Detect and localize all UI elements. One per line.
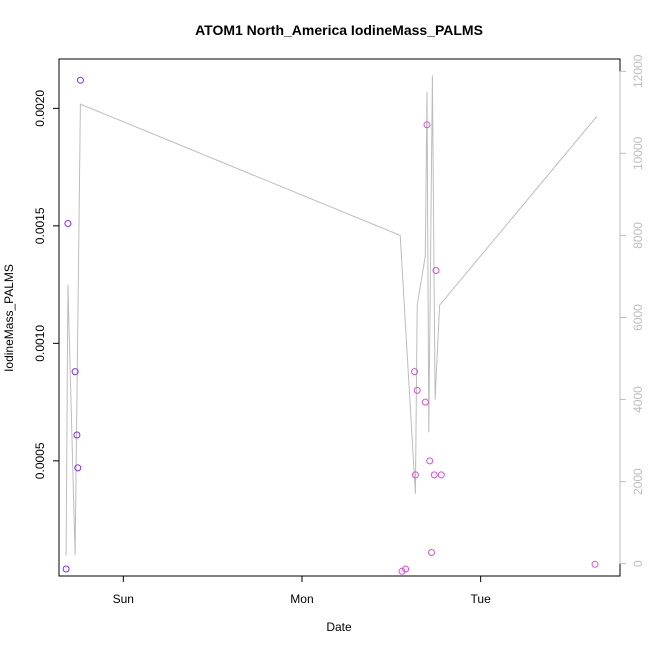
chart-title: ATOM1 North_America IodineMass_PALMS [195, 22, 483, 38]
line-layer [65, 75, 598, 556]
data-point [413, 386, 421, 394]
data-point [73, 431, 81, 439]
y2-axis: 0 2000 4000 6000 8000 10000 12000 [619, 54, 645, 567]
y-tick-label: 0.0005 [33, 442, 47, 479]
data-point [426, 457, 434, 465]
data-point [432, 267, 440, 274]
data-point [437, 471, 445, 479]
x-tick-label: Mon [290, 592, 313, 606]
x-tick-label: Sun [113, 592, 134, 606]
x-axis: Sun Mon Tue [113, 576, 491, 606]
data-point [423, 121, 431, 129]
y-axis-label: IodineMass_PALMS [2, 264, 16, 372]
y-axis: 0.0005 0.0010 0.0015 0.0020 [33, 90, 60, 479]
x-axis-label: Date [326, 620, 352, 634]
data-point [74, 464, 82, 472]
data-point [71, 368, 79, 376]
data-point [64, 220, 72, 227]
y2-tick-label: 12000 [631, 54, 645, 88]
y2-tick-label: 4000 [631, 386, 645, 413]
x-tick-label: Tue [471, 592, 492, 606]
plot-frame [58, 58, 621, 577]
y2-tick-label: 10000 [631, 136, 645, 170]
data-point [591, 560, 599, 568]
y2-tick-label: 2000 [631, 468, 645, 495]
data-point [421, 398, 429, 406]
y-tick-label: 0.0010 [33, 325, 47, 362]
y2-tick-label: 8000 [631, 222, 645, 249]
data-point [411, 471, 419, 479]
data-point [398, 567, 406, 575]
data-point [428, 549, 435, 556]
data-point [411, 368, 418, 376]
points-layer [62, 76, 599, 575]
y2-tick-label: 6000 [631, 304, 645, 331]
y-tick-label: 0.0015 [33, 207, 47, 244]
data-point [402, 565, 410, 573]
y-tick-label: 0.0020 [33, 90, 47, 127]
series-line [65, 75, 598, 556]
y2-tick-label: 0 [631, 560, 645, 567]
data-point [76, 76, 84, 84]
data-point [62, 565, 70, 573]
data-point [430, 471, 438, 479]
